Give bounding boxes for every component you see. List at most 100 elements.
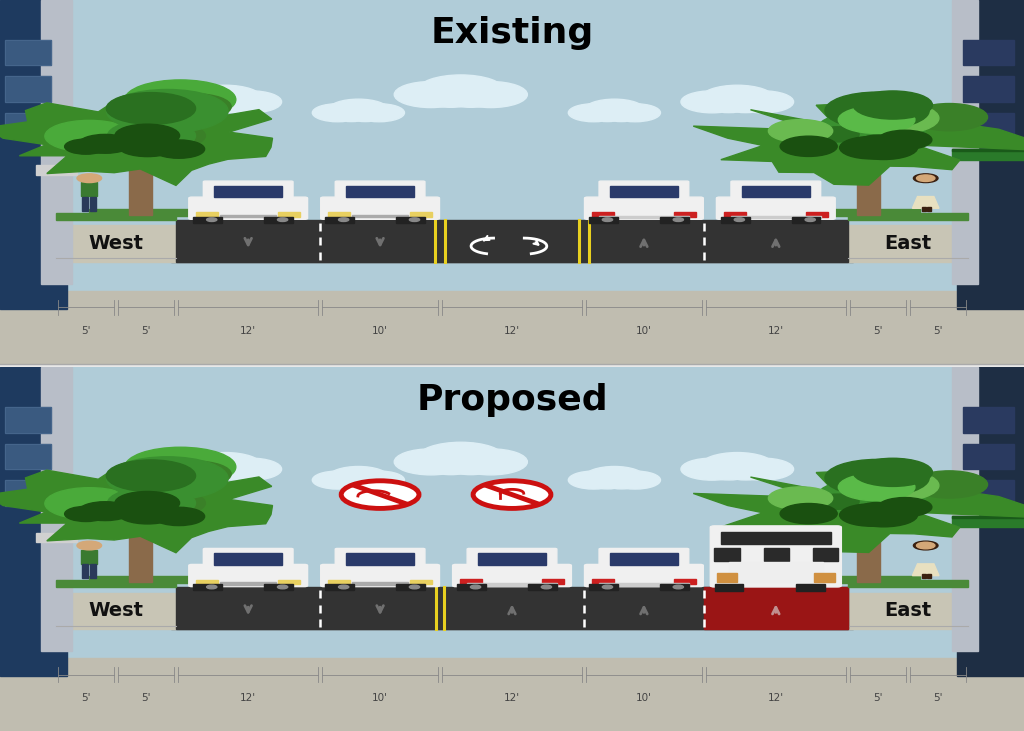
Circle shape [916,175,935,181]
Circle shape [106,89,228,132]
Circle shape [816,126,859,142]
Circle shape [410,218,420,221]
Text: 5': 5' [873,693,883,703]
FancyBboxPatch shape [585,197,703,219]
Circle shape [169,91,231,113]
Circle shape [339,585,349,588]
Polygon shape [912,564,939,575]
Circle shape [65,507,108,521]
Circle shape [423,455,479,474]
Circle shape [602,108,641,121]
Circle shape [442,88,499,107]
Circle shape [332,108,371,121]
Bar [952,516,1024,518]
Text: 12': 12' [504,693,520,703]
Bar [952,0,978,284]
Bar [922,575,926,578]
Bar [729,561,822,582]
FancyBboxPatch shape [599,181,689,201]
Bar [82,197,88,211]
Circle shape [394,82,467,107]
Bar [817,577,920,583]
Text: 5': 5' [82,693,91,703]
Circle shape [341,481,419,509]
Bar [0,367,67,676]
Circle shape [188,452,262,479]
Bar [957,367,1024,676]
Circle shape [825,92,929,129]
Circle shape [878,130,932,149]
Bar [352,582,409,585]
Bar [796,584,824,591]
Bar [41,0,72,284]
Circle shape [169,458,231,480]
Bar [724,212,746,217]
Bar [56,213,176,220]
Bar [957,0,1024,309]
Bar [41,367,72,651]
Circle shape [706,96,753,113]
Circle shape [780,504,838,523]
FancyBboxPatch shape [585,564,703,586]
FancyBboxPatch shape [335,181,425,201]
Bar [5,113,51,138]
Text: West: West [89,601,143,620]
Circle shape [839,474,914,501]
Circle shape [135,124,206,148]
Circle shape [731,91,794,113]
FancyBboxPatch shape [188,197,307,219]
Circle shape [861,502,892,514]
Bar [460,579,482,584]
FancyBboxPatch shape [335,548,425,568]
Circle shape [115,124,179,147]
Circle shape [722,463,769,480]
Text: 10': 10' [372,693,388,703]
Circle shape [861,135,892,146]
Circle shape [913,541,938,550]
Text: 5': 5' [141,693,151,703]
Bar [659,584,688,590]
FancyBboxPatch shape [717,197,836,219]
Circle shape [850,503,918,527]
Bar [703,587,848,629]
Bar [792,217,820,222]
Circle shape [207,218,217,221]
Circle shape [585,99,644,121]
Circle shape [207,585,217,588]
Bar [467,583,557,586]
Text: 12': 12' [504,326,520,336]
Circle shape [219,458,282,480]
Circle shape [455,82,527,107]
Bar [328,580,350,584]
Circle shape [118,136,177,156]
Text: 12': 12' [768,326,784,336]
Circle shape [681,91,742,113]
Bar [952,367,978,651]
Bar [528,584,557,590]
Bar [56,593,176,629]
Bar [326,584,354,590]
Circle shape [853,458,933,486]
Circle shape [79,501,132,520]
FancyBboxPatch shape [467,548,557,568]
Circle shape [210,463,257,480]
Circle shape [878,498,932,517]
Circle shape [840,137,903,159]
Bar [589,584,617,590]
Bar [36,533,77,542]
Circle shape [354,471,404,489]
Circle shape [312,471,362,489]
Bar [963,113,1014,138]
Bar [542,579,564,584]
Circle shape [153,140,205,158]
Circle shape [849,469,939,501]
Bar [610,553,678,565]
Text: 5': 5' [933,326,942,336]
Circle shape [568,471,618,489]
Bar [328,213,350,217]
Bar [56,225,176,262]
Bar [813,548,839,561]
Bar [82,564,88,578]
Circle shape [278,585,288,588]
Circle shape [768,487,833,510]
